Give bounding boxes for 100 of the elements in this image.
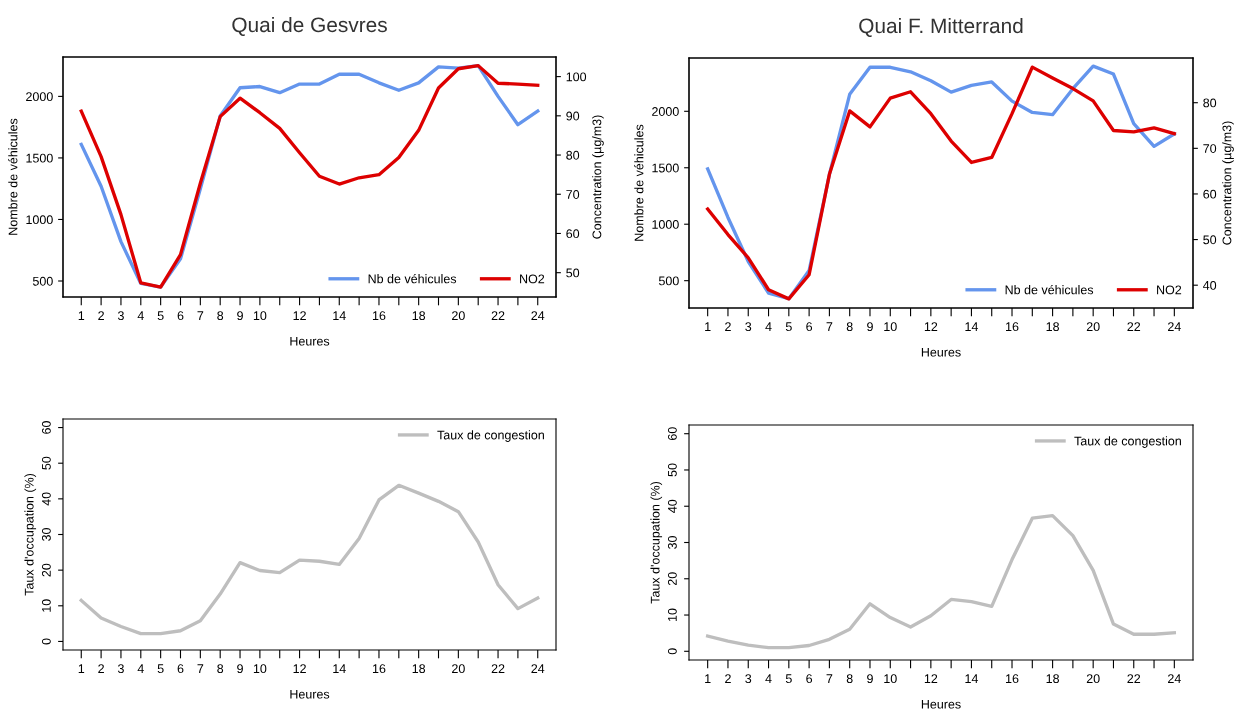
y2-tick-label: 60 — [566, 229, 580, 239]
x-tick-label: 5 — [157, 664, 164, 674]
x-tick-label: 2 — [98, 664, 104, 673]
x-tick-label: 8 — [217, 664, 224, 674]
x-tick-label: 20 — [1086, 674, 1100, 684]
y2-tick-label: 50 — [1203, 235, 1217, 245]
x-tick-label: 24 — [1168, 674, 1181, 683]
y-tick-label: 50 — [667, 463, 677, 477]
x-tick-label: 14 — [333, 311, 346, 320]
x-tick-label: 16 — [1006, 674, 1019, 684]
x-tick-label: 20 — [452, 664, 465, 674]
y-tick-label: 500 — [658, 276, 679, 286]
x-tick-label: 7 — [197, 311, 204, 320]
x-tick-label: 1 — [705, 674, 711, 683]
x-tick-label: 7 — [197, 664, 204, 673]
x-tick-label: 24 — [1168, 322, 1181, 331]
x-tick-label: 22 — [491, 664, 505, 673]
y-axis-title: Taux d'occupation (%) — [650, 481, 663, 604]
x-tick-label: 20 — [452, 311, 465, 321]
x-tick-label: 22 — [1127, 674, 1141, 683]
y2-tick-label: 100 — [566, 72, 587, 82]
y-tick-label: 10 — [667, 608, 677, 622]
x-tick-label: 10 — [884, 322, 897, 332]
x-tick-label: 10 — [253, 311, 267, 321]
y-tick-label: 30 — [41, 528, 51, 541]
x-tick-label: 4 — [765, 322, 772, 331]
y2-axis-title: Concentration (µg/m3) — [592, 115, 604, 239]
legend-label: Nb de véhicules — [1005, 284, 1094, 295]
x-tick-label: 7 — [826, 674, 833, 683]
x-tick-label: 12 — [924, 322, 938, 331]
x-tick-label: 16 — [1006, 322, 1019, 332]
x-tick-label: 8 — [846, 674, 853, 684]
y-tick-label: 10 — [41, 599, 51, 612]
y-axis-title: Nombre de véhicules — [634, 124, 644, 241]
y-axis-title: Taux d'occupation (%) — [24, 473, 37, 596]
x-tick-label: 9 — [237, 311, 243, 321]
x-tick-label: 9 — [867, 322, 873, 332]
y-tick-label: 1000 — [652, 220, 679, 229]
x-tick-label: 24 — [531, 664, 545, 673]
y-axis-title: Nombre de véhicules — [8, 118, 18, 235]
y2-axis-title: Concentration (µg/m3) — [1222, 121, 1234, 245]
y2-tick-label: 40 — [1203, 280, 1217, 290]
x-tick-label: 4 — [137, 311, 144, 320]
chart-title: Quai de Gesvres — [232, 16, 387, 36]
line-series — [79, 483, 540, 636]
x-tick-label: 2 — [725, 674, 731, 683]
x-tick-label: 10 — [253, 664, 267, 674]
y-tick-label: 30 — [667, 536, 677, 549]
y-tick-label: 0 — [41, 638, 51, 645]
x-tick-label: 5 — [785, 674, 792, 684]
x-tick-label: 3 — [117, 311, 124, 321]
x-tick-label: 1 — [705, 322, 711, 331]
x-axis-title: Heures — [921, 699, 961, 709]
legend-label: NO2 — [1157, 285, 1182, 295]
x-axis-title: Heures — [290, 689, 330, 699]
y-tick-label: 500 — [32, 276, 53, 286]
x-tick-label: 8 — [846, 322, 853, 332]
x-tick-label: 22 — [491, 311, 505, 320]
x-tick-label: 4 — [765, 674, 772, 683]
y-tick-label: 1500 — [26, 153, 53, 163]
x-tick-label: 12 — [293, 664, 306, 673]
y2-tick-label: 70 — [566, 190, 580, 199]
x-tick-label: 18 — [1046, 322, 1059, 332]
x-tick-label: 1 — [78, 311, 85, 320]
x-tick-label: 7 — [826, 322, 833, 331]
legend-label: Nb de véhicules — [368, 273, 457, 284]
x-tick-label: 1 — [78, 664, 85, 673]
y-tick-label: 1500 — [652, 163, 679, 173]
x-tick-label: 12 — [293, 311, 306, 320]
y-tick-label: 20 — [667, 572, 677, 586]
y2-tick-label: 70 — [1203, 144, 1217, 153]
legend-label: Taux de congestion — [437, 430, 544, 442]
x-tick-label: 6 — [806, 322, 813, 332]
y-tick-label: 60 — [41, 421, 51, 434]
x-tick-label: 3 — [745, 322, 752, 332]
x-tick-label: 10 — [884, 674, 897, 684]
y-tick-label: 20 — [41, 563, 51, 577]
x-tick-label: 16 — [372, 311, 386, 321]
x-tick-label: 12 — [924, 674, 938, 683]
x-tick-label: 20 — [1086, 322, 1100, 332]
y-tick-label: 40 — [667, 499, 677, 513]
x-tick-label: 14 — [965, 322, 979, 331]
x-tick-label: 2 — [725, 322, 731, 331]
x-axis-title: Heures — [290, 336, 330, 346]
y2-tick-label: 80 — [566, 150, 580, 160]
y-tick-label: 2000 — [652, 107, 679, 116]
x-axis-title: Heures — [921, 347, 961, 357]
x-tick-label: 22 — [1127, 322, 1141, 331]
x-tick-label: 5 — [785, 322, 792, 332]
x-tick-label: 9 — [237, 664, 243, 674]
y-tick-label: 60 — [667, 427, 677, 441]
y2-tick-label: 90 — [566, 111, 580, 121]
x-tick-label: 18 — [412, 311, 426, 321]
y-tick-label: 0 — [667, 648, 677, 655]
y2-tick-label: 60 — [1203, 189, 1217, 199]
x-tick-label: 9 — [867, 674, 873, 684]
y-tick-label: 1000 — [26, 215, 53, 225]
x-tick-label: 18 — [412, 664, 426, 674]
legend-label: Taux de congestion — [1074, 436, 1181, 448]
y-tick-label: 40 — [41, 492, 51, 506]
